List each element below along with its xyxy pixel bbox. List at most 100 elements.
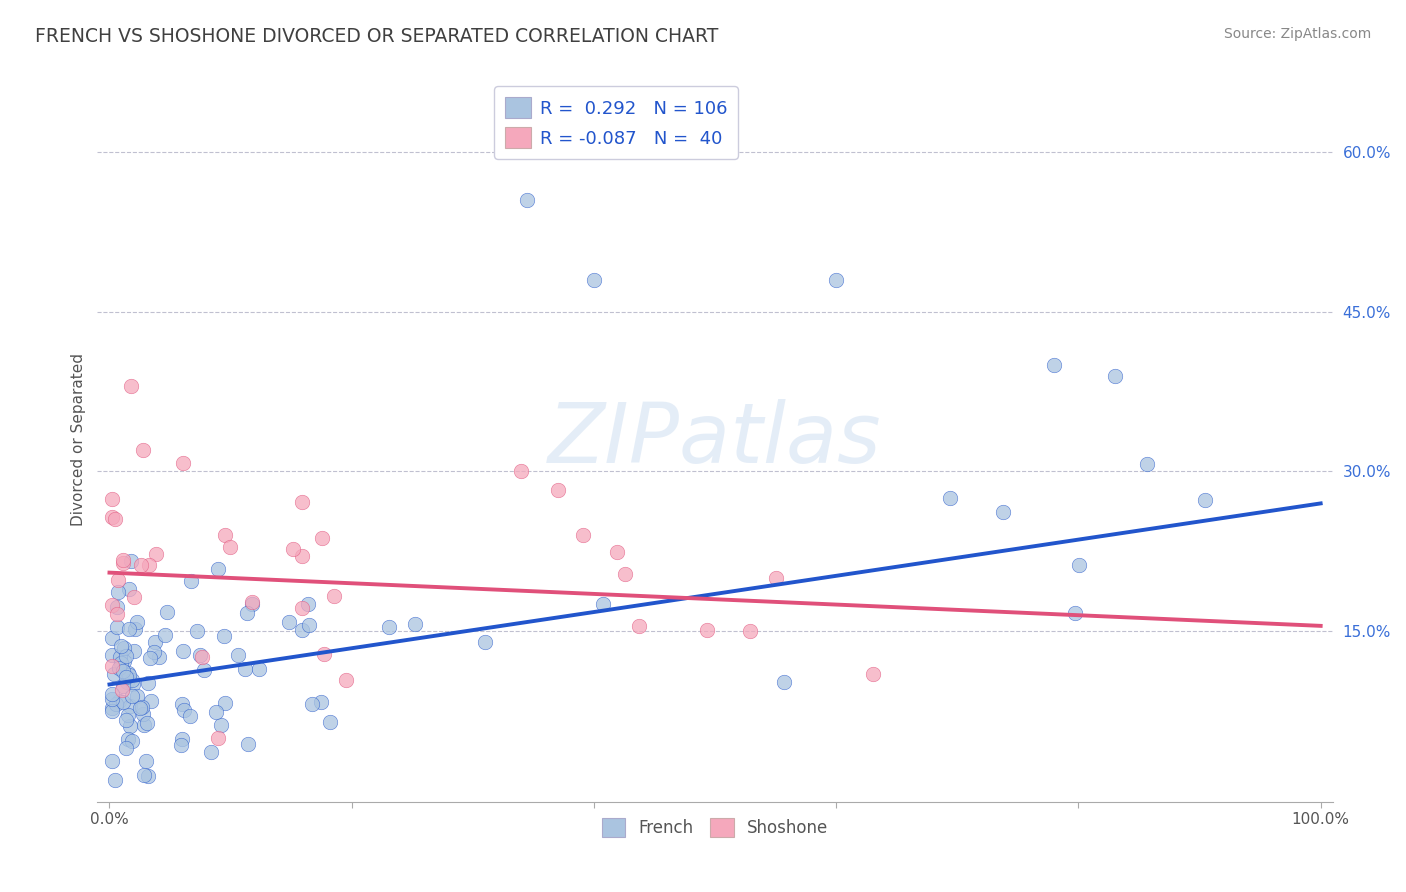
Point xyxy=(236,606,259,620)
Point xyxy=(825,273,848,287)
Point xyxy=(179,709,201,723)
Point xyxy=(628,619,651,633)
Point xyxy=(207,731,229,745)
Point xyxy=(139,651,162,665)
Point xyxy=(298,617,321,632)
Point xyxy=(117,666,139,681)
Point xyxy=(214,528,236,542)
Point xyxy=(148,650,170,665)
Point xyxy=(377,620,399,634)
Point xyxy=(309,695,332,709)
Point xyxy=(404,617,426,632)
Point xyxy=(142,645,165,659)
Point xyxy=(107,585,129,599)
Point xyxy=(112,680,135,694)
Point xyxy=(1104,368,1126,383)
Point xyxy=(118,667,141,681)
Point xyxy=(510,465,533,479)
Point xyxy=(117,707,139,722)
Point xyxy=(582,273,605,287)
Point xyxy=(121,734,143,748)
Point xyxy=(200,745,222,759)
Point xyxy=(132,443,155,458)
Legend: French, Shoshone: French, Shoshone xyxy=(595,812,835,844)
Point xyxy=(765,571,787,585)
Point xyxy=(311,532,333,546)
Point xyxy=(209,718,232,732)
Point xyxy=(122,677,145,691)
Point xyxy=(118,719,141,733)
Point xyxy=(124,622,146,636)
Point xyxy=(696,623,718,637)
Point xyxy=(101,491,124,506)
Point xyxy=(240,595,263,609)
Text: ZIPatlas: ZIPatlas xyxy=(548,399,882,480)
Point xyxy=(120,554,142,568)
Point xyxy=(277,615,299,630)
Point xyxy=(125,615,148,630)
Point xyxy=(193,663,215,677)
Point xyxy=(132,718,155,732)
Point xyxy=(101,691,124,706)
Point xyxy=(134,768,156,782)
Point xyxy=(155,605,177,619)
Point xyxy=(291,549,314,563)
Point xyxy=(105,607,128,621)
Point xyxy=(136,769,159,783)
Point xyxy=(111,556,134,570)
Point xyxy=(291,600,314,615)
Point xyxy=(173,703,195,717)
Point xyxy=(108,661,131,675)
Point xyxy=(474,635,496,649)
Point xyxy=(236,737,259,751)
Point xyxy=(172,697,194,711)
Point xyxy=(111,695,134,709)
Point xyxy=(111,552,134,566)
Point xyxy=(104,773,127,788)
Point xyxy=(101,598,124,612)
Point xyxy=(301,697,323,711)
Point xyxy=(118,623,141,637)
Point xyxy=(773,675,796,690)
Point xyxy=(186,624,208,638)
Point xyxy=(105,620,128,634)
Point xyxy=(101,701,124,715)
Point xyxy=(135,715,157,730)
Point xyxy=(516,193,538,207)
Point xyxy=(145,547,167,561)
Point xyxy=(291,495,314,509)
Point xyxy=(1194,493,1216,508)
Point xyxy=(127,689,149,703)
Point xyxy=(613,567,636,582)
Point xyxy=(121,689,143,703)
Point xyxy=(108,694,131,708)
Point xyxy=(138,558,160,573)
Point xyxy=(114,741,136,756)
Point xyxy=(112,664,135,678)
Point xyxy=(101,754,124,768)
Point xyxy=(153,627,176,641)
Point xyxy=(606,545,628,559)
Point xyxy=(179,574,201,588)
Point xyxy=(115,648,138,663)
Point xyxy=(115,675,138,690)
Point xyxy=(122,643,145,657)
Point xyxy=(1067,558,1090,572)
Point xyxy=(105,697,128,711)
Point xyxy=(190,650,212,665)
Point xyxy=(124,591,146,605)
Point xyxy=(111,683,134,698)
Point xyxy=(104,512,127,526)
Point xyxy=(240,597,263,611)
Point xyxy=(143,634,166,648)
Point xyxy=(135,754,157,768)
Point xyxy=(112,654,135,668)
Point xyxy=(592,598,614,612)
Y-axis label: Divorced or Separated: Divorced or Separated xyxy=(72,353,86,526)
Point xyxy=(101,648,124,662)
Point xyxy=(322,590,344,604)
Point xyxy=(172,456,194,470)
Point xyxy=(738,624,761,638)
Point xyxy=(993,505,1015,519)
Point xyxy=(172,732,194,747)
